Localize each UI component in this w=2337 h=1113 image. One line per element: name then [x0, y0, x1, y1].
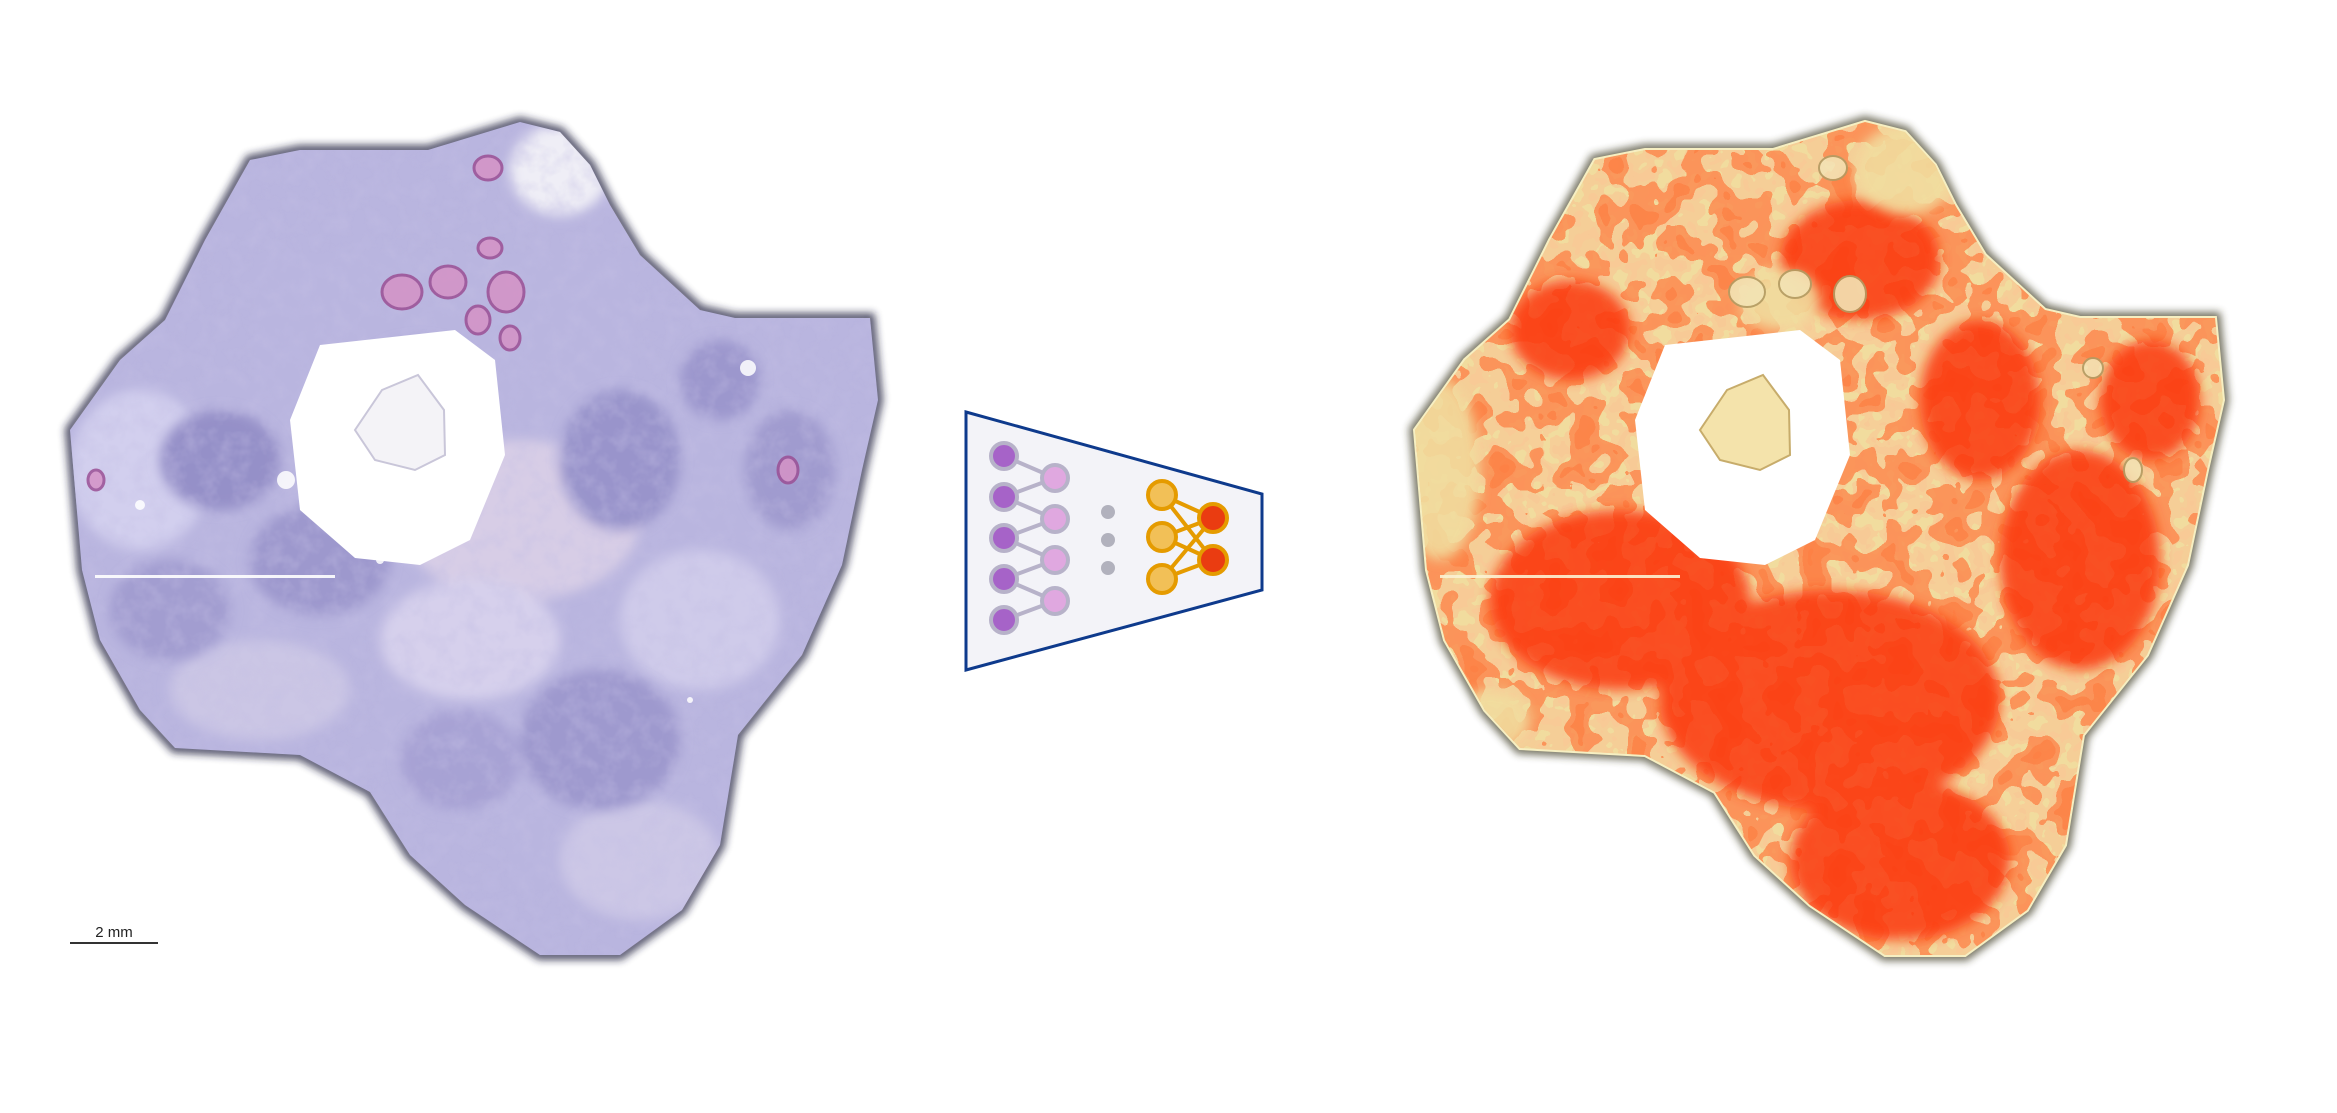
heatmap-crack — [1440, 575, 1680, 578]
purple-node-column-icon — [989, 441, 1019, 635]
pink-node-column-icon — [1040, 463, 1070, 616]
model-schematic — [964, 410, 1264, 672]
heatmap-panel — [1400, 110, 2235, 970]
heatmap-hot-regions — [1490, 200, 2200, 940]
scale-bar-label: 2 mm — [95, 924, 133, 941]
heatmap-tissue — [1415, 122, 2223, 955]
he-glands — [86, 154, 800, 492]
heatmap-ducts — [1728, 155, 2143, 483]
he-crack — [95, 575, 335, 578]
he-tissue — [70, 122, 878, 955]
red-output-nodes-icon — [1197, 502, 1229, 576]
three-dot-ellipsis-icon — [1101, 505, 1115, 575]
gold-node-column-icon — [1146, 479, 1178, 595]
heatmap-central-fragment — [1698, 373, 1792, 472]
he-slide-panel: 2 mm — [60, 110, 890, 970]
scale-bar: 2 mm — [70, 924, 158, 944]
he-central-fragment — [353, 373, 447, 472]
